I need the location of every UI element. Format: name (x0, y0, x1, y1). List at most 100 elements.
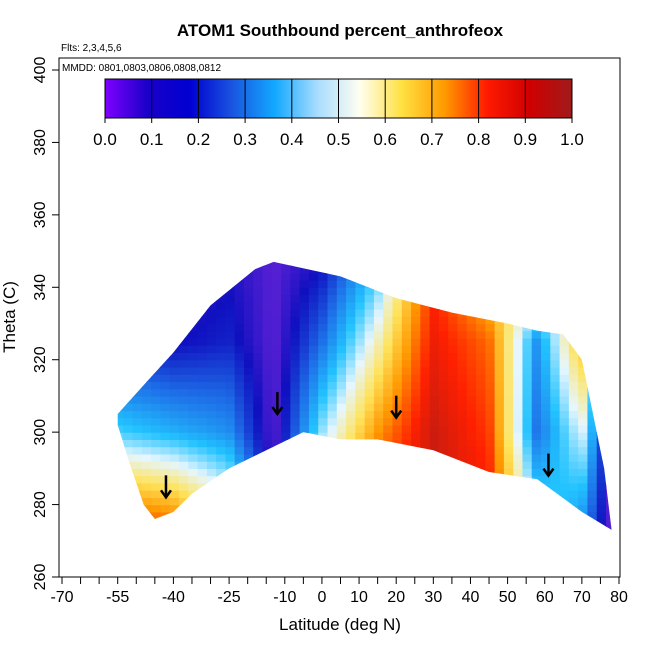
field-cell (253, 403, 264, 412)
field-cell (364, 504, 375, 513)
colorbar-tick-label: 0.3 (233, 130, 257, 149)
field-cell (234, 410, 245, 419)
field-cell (243, 482, 254, 491)
field-cell (178, 519, 189, 527)
field-cell (606, 417, 612, 426)
field-cell (346, 439, 356, 448)
field-cell (262, 316, 273, 325)
colorbar-tick-label: 0.5 (327, 130, 351, 149)
field-cell (216, 366, 226, 375)
field-cell (141, 461, 152, 469)
field-cell (392, 287, 403, 296)
field-cell (308, 511, 319, 520)
field-cell (308, 432, 319, 440)
field-cell (281, 294, 291, 303)
field-cell (559, 280, 570, 288)
field-cell (178, 468, 189, 477)
field-cell (169, 504, 180, 513)
field-cell (216, 381, 226, 390)
field-cell (169, 432, 180, 440)
field-cell (476, 265, 486, 274)
field-cell (596, 374, 607, 383)
y-tick-label: 280 (32, 491, 49, 518)
field-cell (383, 482, 394, 491)
field-cell (243, 301, 254, 310)
field-cell (117, 265, 124, 274)
field-cell (550, 251, 560, 259)
field-cell (336, 323, 347, 332)
field-cell (466, 475, 477, 484)
field-cell (596, 366, 607, 375)
field-cell (355, 482, 366, 491)
field-cell (346, 424, 356, 433)
field-cell (262, 424, 273, 433)
field-cell (494, 280, 505, 288)
field-cell (438, 294, 449, 303)
field-cell (503, 432, 514, 440)
field-cell (318, 309, 329, 317)
field-cell (541, 337, 551, 346)
field-cell (429, 490, 440, 498)
field-cell (123, 337, 134, 346)
y-tick-label: 260 (32, 564, 49, 591)
field-cell (457, 261, 468, 267)
field-cell (383, 352, 394, 361)
field-cell (411, 374, 421, 383)
field-cell (299, 366, 310, 375)
field-cell (132, 417, 143, 426)
field-cell (373, 446, 384, 455)
field-cell (327, 504, 338, 513)
field-cell (123, 395, 134, 404)
field-cell (327, 261, 338, 267)
field-cell (234, 424, 245, 433)
field-cell (299, 330, 310, 339)
field-cell (206, 475, 217, 484)
field-cell (262, 345, 273, 354)
field-cell (336, 410, 347, 419)
field-cell (373, 337, 384, 346)
field-cell (346, 345, 356, 354)
field-cell (429, 301, 440, 310)
field-cell (531, 388, 542, 397)
field-cell (151, 309, 162, 317)
field-cell (531, 352, 542, 361)
field-cell (559, 439, 570, 448)
field-cell (346, 301, 356, 310)
field-cell (392, 316, 403, 325)
field-cell (503, 280, 514, 288)
field-cell (271, 511, 282, 520)
field-cell (411, 403, 421, 412)
field-cell (132, 446, 143, 455)
field-cell (578, 352, 589, 361)
field-cell (402, 251, 412, 259)
field-cell (365, 251, 375, 259)
field-cell (123, 424, 134, 433)
plot-frame (58, 57, 621, 578)
field-cell (117, 345, 124, 354)
field-cell (281, 461, 291, 469)
field-cell (178, 261, 189, 267)
field-cell (117, 439, 124, 448)
field-cell (559, 381, 570, 390)
field-cell (383, 395, 394, 404)
field-cell (178, 330, 189, 339)
field-cell (216, 388, 226, 397)
field-cell (141, 309, 152, 317)
field-cell (485, 265, 496, 274)
field-cell (513, 388, 524, 397)
field-cell (494, 359, 505, 368)
field-cell (457, 490, 468, 498)
field-cell (216, 280, 226, 288)
field-cell (216, 251, 226, 259)
field-cell (141, 337, 152, 346)
field-cell (420, 504, 431, 513)
field-cell (550, 453, 561, 462)
field-cell (578, 280, 589, 288)
field-cell (328, 251, 338, 259)
field-cell (188, 395, 199, 404)
field-cell (262, 301, 273, 310)
field-cell (299, 374, 310, 383)
field-cell (169, 439, 180, 448)
field-cell (197, 272, 208, 281)
field-cell (420, 316, 431, 325)
